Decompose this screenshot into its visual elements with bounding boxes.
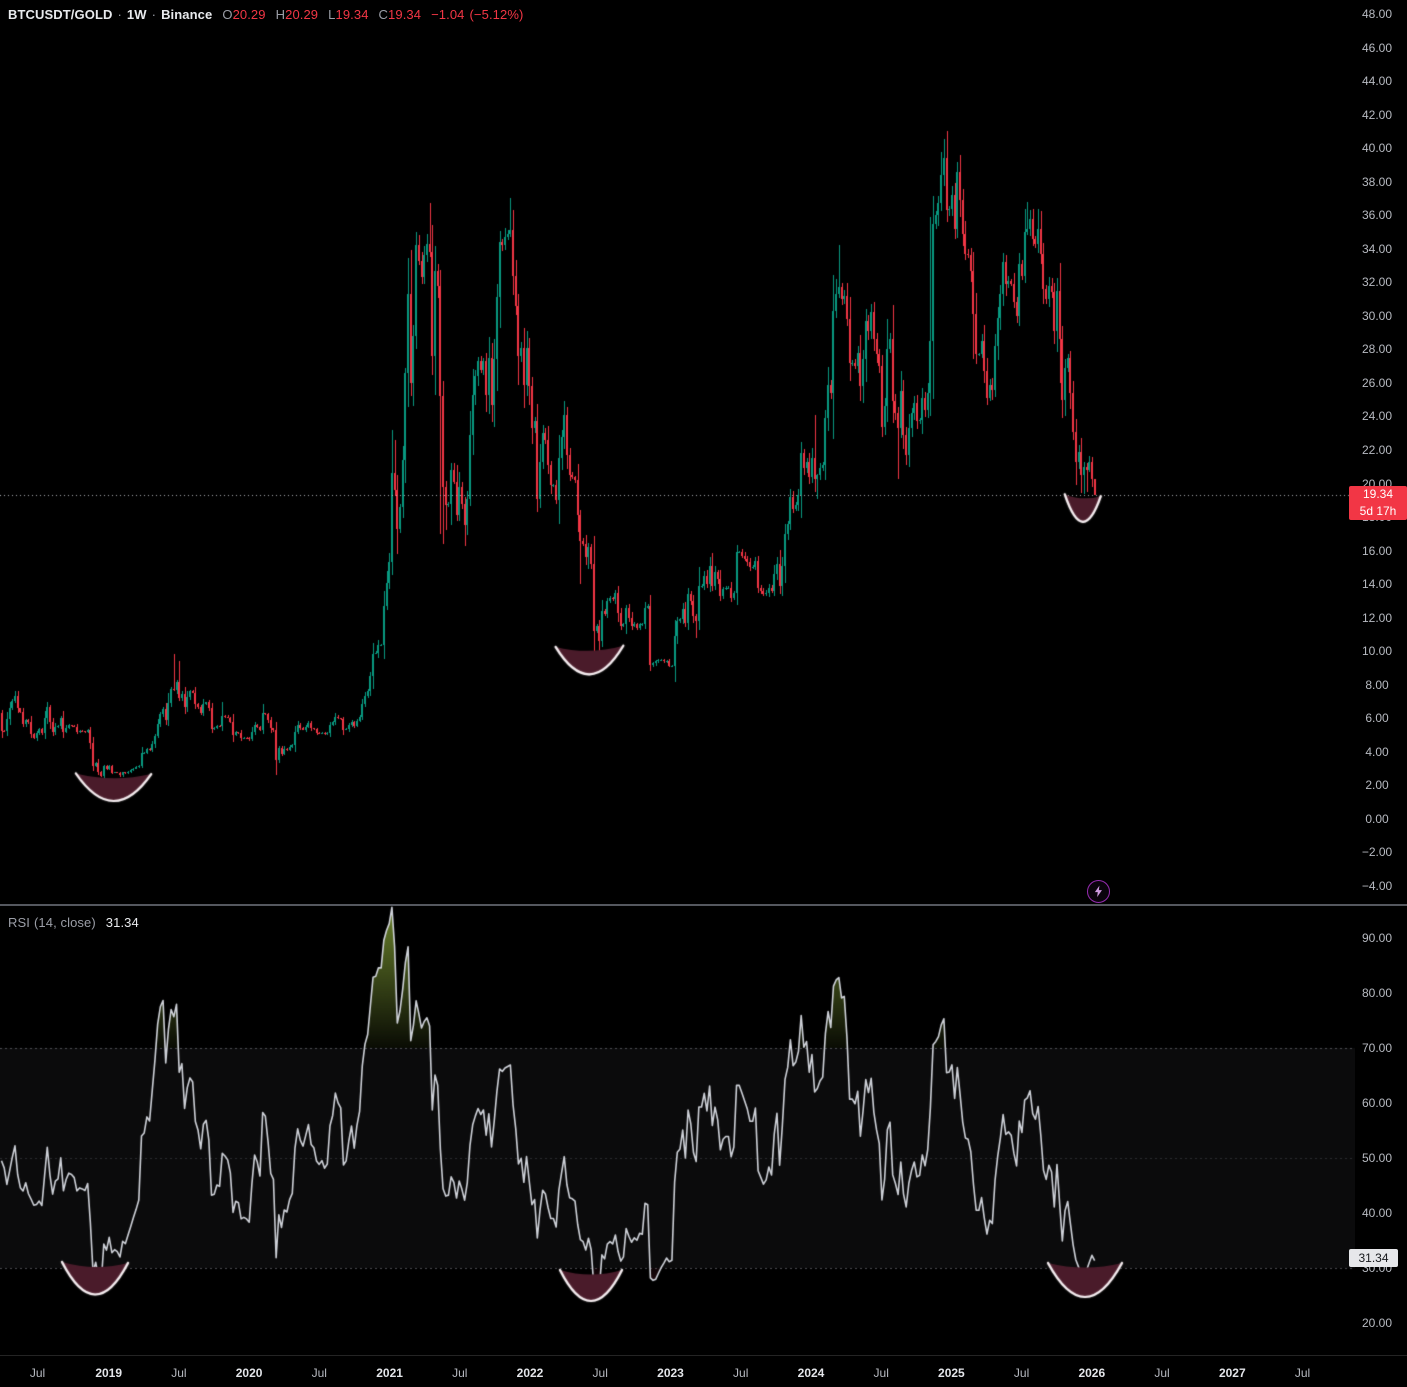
price-scale-label: 2.00 bbox=[1365, 778, 1389, 793]
high-label: H bbox=[275, 7, 286, 22]
price-scale-label: 4.00 bbox=[1365, 744, 1389, 759]
price-scale-label: 48.00 bbox=[1361, 7, 1393, 21]
symbol-title[interactable]: BTCUSDT/GOLD bbox=[8, 7, 113, 22]
rsi-title[interactable]: RSI bbox=[8, 915, 30, 930]
price-scale-label: 32.00 bbox=[1361, 275, 1393, 290]
last-price-badge: 19.34 5d 17h bbox=[1349, 486, 1407, 520]
rsi-scale-label: 20.00 bbox=[1361, 1316, 1393, 1330]
bar-countdown: 5d 17h bbox=[1359, 504, 1397, 518]
time-axis-label[interactable]: Jul bbox=[1154, 1366, 1170, 1380]
rsi-scale-label: 60.00 bbox=[1361, 1096, 1393, 1110]
time-axis-label[interactable]: Jul bbox=[29, 1366, 46, 1380]
price-scale-label: 42.00 bbox=[1361, 107, 1393, 122]
change-percent: (−5.12%) bbox=[469, 7, 524, 22]
price-scale-label: 24.00 bbox=[1361, 409, 1393, 424]
open-label: O bbox=[222, 7, 233, 22]
price-scale-label: 22.00 bbox=[1361, 442, 1393, 457]
price-scale-label: 38.00 bbox=[1361, 174, 1393, 189]
rsi-scale-label: 70.00 bbox=[1361, 1041, 1393, 1055]
price-scale-label: 28.00 bbox=[1361, 342, 1393, 357]
time-axis-label[interactable]: Jul bbox=[1013, 1366, 1030, 1380]
price-scale-label: 30.00 bbox=[1361, 308, 1393, 323]
rsi-scale-label: 50.00 bbox=[1361, 1151, 1393, 1165]
lightning-bolt-shape bbox=[1094, 885, 1102, 898]
rsi-current-value: 31.34 bbox=[105, 915, 139, 930]
pane-separator[interactable] bbox=[0, 904, 1407, 906]
price-scale-label: 14.00 bbox=[1361, 577, 1393, 592]
price-scale-label: −4.00 bbox=[1361, 878, 1393, 893]
time-axis-label[interactable]: Jul bbox=[592, 1366, 608, 1380]
time-axis-label[interactable]: 2022 bbox=[516, 1366, 544, 1380]
close-value: 19.34 bbox=[388, 7, 422, 22]
price-scale-label: 36.00 bbox=[1361, 208, 1393, 223]
time-axis-label[interactable]: Jul bbox=[733, 1366, 749, 1380]
change-absolute: −1.04 bbox=[431, 7, 465, 22]
ohlc-low-group: L19.34 bbox=[328, 7, 368, 22]
time-axis-label[interactable]: 2020 bbox=[235, 1366, 263, 1380]
rsi-parameters: (14, close) bbox=[33, 915, 96, 930]
legend-separator-2: · bbox=[151, 7, 157, 22]
time-axis-label[interactable]: 2025 bbox=[938, 1366, 965, 1380]
ohlc-close-group: C19.34 bbox=[379, 7, 422, 22]
price-scale-label: 10.00 bbox=[1361, 644, 1393, 659]
rsi-scale-label: 80.00 bbox=[1361, 986, 1393, 1000]
rsi-scale-label: 40.00 bbox=[1361, 1206, 1393, 1220]
time-axis-label[interactable]: Jul bbox=[452, 1366, 468, 1380]
price-scale-label: −2.00 bbox=[1361, 845, 1393, 860]
price-scale-label: 40.00 bbox=[1361, 141, 1393, 156]
open-value: 20.29 bbox=[232, 7, 266, 22]
time-axis-label[interactable]: Jul bbox=[311, 1366, 327, 1380]
price-scale-label: 0.00 bbox=[1365, 811, 1389, 826]
time-axis-separator bbox=[0, 1355, 1407, 1356]
rsi-indicator-legend[interactable]: RSI (14, close) 31.34 bbox=[8, 915, 139, 930]
price-scale-label: 46.00 bbox=[1361, 40, 1393, 55]
price-scale-label: 44.00 bbox=[1361, 74, 1393, 89]
price-scale-label: 26.00 bbox=[1361, 375, 1393, 390]
price-scale-label: 12.00 bbox=[1361, 610, 1393, 625]
price-scale-label: 34.00 bbox=[1361, 241, 1393, 256]
time-axis-label[interactable]: 2027 bbox=[1218, 1366, 1246, 1380]
time-axis-label[interactable]: 2019 bbox=[95, 1366, 123, 1380]
chart-plot-canvas[interactable] bbox=[0, 0, 1355, 1356]
price-scale-label: 16.00 bbox=[1361, 543, 1393, 558]
legend-separator-1: · bbox=[117, 7, 122, 22]
price-scale-label: 8.00 bbox=[1365, 677, 1389, 692]
close-label: C bbox=[378, 7, 389, 22]
low-label: L bbox=[328, 7, 336, 22]
high-value: 20.29 bbox=[285, 7, 319, 22]
low-value: 19.34 bbox=[335, 7, 369, 22]
exchange-label: Binance bbox=[161, 7, 213, 22]
ohlc-high-group: H20.29 bbox=[276, 7, 319, 22]
rsi-value-badge: 31.34 bbox=[1349, 1249, 1398, 1267]
ohlc-open-group: O20.29 bbox=[222, 7, 265, 22]
main-chart-legend[interactable]: BTCUSDT/GOLD · 1W · Binance O20.29 H20.29 L19.3… bbox=[8, 7, 523, 22]
time-axis-label[interactable]: 2023 bbox=[657, 1366, 684, 1380]
time-axis-label[interactable]: 2026 bbox=[1078, 1366, 1106, 1380]
time-axis-label[interactable]: Jul bbox=[1294, 1366, 1311, 1380]
time-axis-label[interactable]: 2021 bbox=[376, 1366, 403, 1380]
time-axis-label[interactable]: 2024 bbox=[797, 1366, 825, 1380]
lightning-icon bbox=[1094, 885, 1102, 898]
last-price-value: 19.34 bbox=[1362, 487, 1394, 501]
rsi-scale-label: 90.00 bbox=[1361, 931, 1393, 945]
lightning-button[interactable] bbox=[1087, 880, 1110, 903]
price-scale-label: 6.00 bbox=[1365, 711, 1389, 726]
time-axis-label[interactable]: Jul bbox=[171, 1366, 187, 1380]
time-axis-label[interactable]: Jul bbox=[873, 1366, 889, 1380]
interval-label[interactable]: 1W bbox=[126, 7, 147, 22]
